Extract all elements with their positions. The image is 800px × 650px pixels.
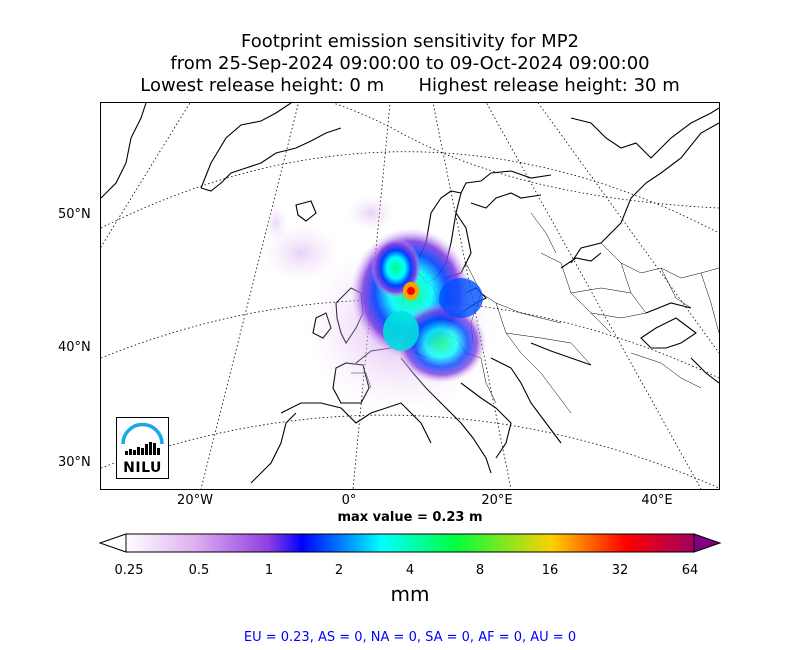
colorbar-tick-label: 8 (475, 563, 485, 578)
colorbar-gradient (125, 533, 695, 553)
lon-label-20w: 20°W (177, 493, 213, 508)
plot-title-line-2: from 25-Sep-2024 09:00:00 to 09-Oct-2024… (170, 53, 650, 74)
lon-label-0: 0° (341, 493, 357, 508)
max-value-label: max value = 0.23 m (337, 510, 483, 525)
plot-title-line-1: Footprint emission sensitivity for MP2 (240, 31, 579, 52)
colorbar-unit-label: mm (390, 582, 430, 606)
map-canvas (101, 103, 719, 489)
lon-label-40e: 40°E (641, 493, 673, 508)
colorbar-tick-label: 0.5 (188, 563, 210, 578)
lon-label-20e: 20°E (481, 493, 513, 508)
map-panel[interactable] (100, 102, 720, 490)
colorbar-tick-label: 4 (405, 563, 415, 578)
colorbar-tick-label: 1 (264, 563, 274, 578)
lat-label-40n: 40°N (58, 340, 91, 355)
nilu-logo-mark-icon (121, 422, 164, 455)
lat-label-50n: 50°N (58, 207, 91, 222)
colorbar-tick-label: 32 (611, 563, 629, 578)
colorbar (98, 533, 722, 553)
colorbar-low-extension (98, 533, 127, 553)
footprint-plume (261, 195, 496, 413)
region-summary: EU = 0.23, AS = 0, NA = 0, SA = 0, AF = … (243, 630, 577, 645)
colorbar-tick-label: 0.25 (114, 563, 144, 578)
nilu-logo-text: NILU (123, 460, 162, 476)
nilu-logo: NILU (116, 417, 169, 479)
colorbar-high-extension (693, 533, 722, 553)
colorbar-tick-label: 16 (541, 563, 559, 578)
lat-label-30n: 30°N (58, 455, 91, 470)
plot-title-line-3: Lowest release height: 0 m Highest relea… (140, 75, 680, 96)
colorbar-tick-label: 64 (681, 563, 699, 578)
colorbar-tick-label: 2 (334, 563, 344, 578)
